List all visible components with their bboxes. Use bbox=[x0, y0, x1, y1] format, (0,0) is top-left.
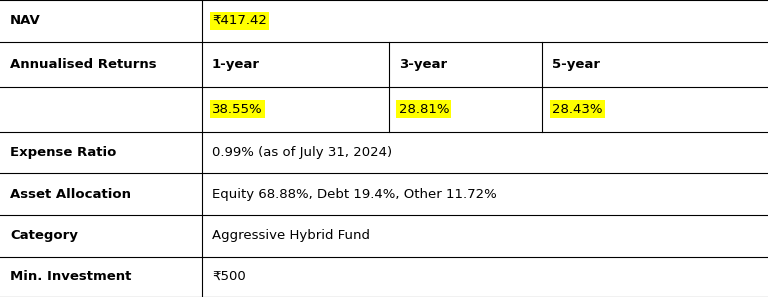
Text: 5-year: 5-year bbox=[552, 58, 601, 71]
Text: Equity 68.88%, Debt 19.4%, Other 11.72%: Equity 68.88%, Debt 19.4%, Other 11.72% bbox=[212, 188, 497, 201]
Text: Annualised Returns: Annualised Returns bbox=[10, 58, 157, 71]
Text: ₹417.42: ₹417.42 bbox=[212, 14, 266, 27]
Text: 28.81%: 28.81% bbox=[399, 103, 449, 116]
Text: Asset Allocation: Asset Allocation bbox=[10, 188, 131, 201]
Text: 0.99% (as of July 31, 2024): 0.99% (as of July 31, 2024) bbox=[212, 146, 392, 159]
Text: 38.55%: 38.55% bbox=[212, 103, 263, 116]
Text: Min. Investment: Min. Investment bbox=[10, 270, 131, 283]
Text: NAV: NAV bbox=[10, 14, 41, 27]
Text: ₹500: ₹500 bbox=[212, 270, 246, 283]
Text: Category: Category bbox=[10, 229, 78, 242]
Text: 28.43%: 28.43% bbox=[552, 103, 603, 116]
Text: Expense Ratio: Expense Ratio bbox=[10, 146, 117, 159]
Text: 1-year: 1-year bbox=[212, 58, 260, 71]
Text: 3-year: 3-year bbox=[399, 58, 447, 71]
Text: Aggressive Hybrid Fund: Aggressive Hybrid Fund bbox=[212, 229, 370, 242]
